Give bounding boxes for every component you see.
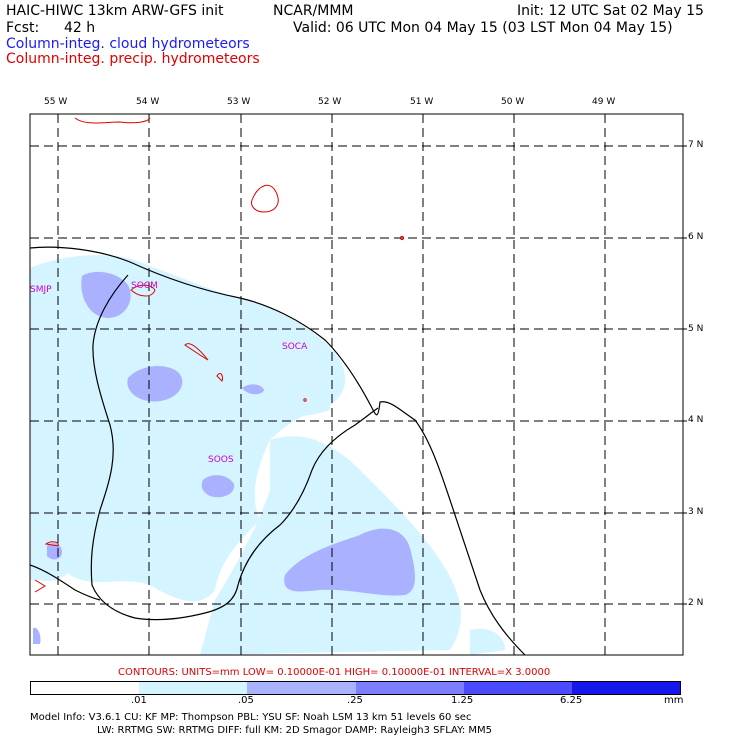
station-labels: SMJP SOCM SOCA SOOS — [30, 281, 308, 465]
colorbar-label-4: 1.25 — [451, 695, 474, 706]
lat-label-2n: 2 N — [688, 598, 704, 608]
lat-label-6n: 6 N — [688, 232, 704, 242]
model-info-line2: LW: RRTMG SW: RRTMG DIFF: full KM: 2D Sm… — [97, 725, 493, 736]
lat-lon-grid — [30, 114, 683, 655]
lon-label-50w: 50 W — [501, 97, 525, 107]
lon-label-52w: 52 W — [318, 97, 342, 107]
colorbar-label-2: .05 — [238, 695, 254, 706]
colorbar-units: mm — [664, 695, 684, 706]
colorbar-bin-3 — [247, 682, 356, 694]
precip-contours — [34, 117, 405, 593]
precip-field-label: Column-integ. precip. hydrometeors — [6, 51, 260, 67]
colorbar-bin-5 — [463, 682, 572, 694]
station-socm: SOCM — [131, 281, 158, 291]
colorbar-label-3: .25 — [347, 695, 363, 706]
lat-label-5n: 5 N — [688, 324, 704, 334]
lat-tick-marks — [683, 145, 687, 605]
cloud-shading-medium — [33, 271, 415, 644]
lat-label-7n: 7 N — [688, 140, 704, 150]
lon-label-51w: 51 W — [410, 97, 434, 107]
lon-label-53w: 53 W — [227, 97, 251, 107]
forecast-label: Fcst: — [6, 20, 40, 36]
colorbar-bin-2 — [139, 682, 248, 694]
station-soca: SOCA — [282, 342, 308, 352]
cloud-field-label: Column-integ. cloud hydrometeors — [6, 36, 250, 52]
colorbar-bin-4 — [355, 682, 464, 694]
lon-label-55w: 55 W — [44, 97, 68, 107]
colorbar-label-1: .01 — [131, 695, 147, 706]
colorbar-bin-1 — [31, 682, 140, 694]
model-info-line1: Model Info: V3.6.1 CU: KF MP: Thompson P… — [30, 712, 472, 723]
colorbar — [30, 681, 681, 695]
lon-label-49w: 49 W — [592, 97, 616, 107]
contours-info: CONTOURS: UNITS=mm LOW= 0.10000E-01 HIGH… — [118, 667, 551, 678]
init-time: Init: 12 UTC Sat 02 May 15 — [517, 3, 704, 19]
map-frame — [29, 113, 684, 656]
coastline-borders — [30, 246, 526, 655]
forecast-hours: 42 h — [64, 20, 96, 36]
org-label: NCAR/MMM — [273, 3, 354, 19]
station-soos: SOOS — [208, 455, 234, 465]
model-title: HAIC-HIWC 13km ARW-GFS init — [6, 3, 224, 19]
station-smjp: SMJP — [30, 285, 52, 295]
lon-label-54w: 54 W — [136, 97, 160, 107]
lat-label-3n: 3 N — [688, 507, 704, 517]
valid-time: Valid: 06 UTC Mon 04 May 15 (03 LST Mon … — [293, 20, 673, 36]
colorbar-bin-6 — [571, 682, 681, 694]
lat-label-4n: 4 N — [688, 415, 704, 425]
colorbar-label-5: 6.25 — [560, 695, 583, 706]
